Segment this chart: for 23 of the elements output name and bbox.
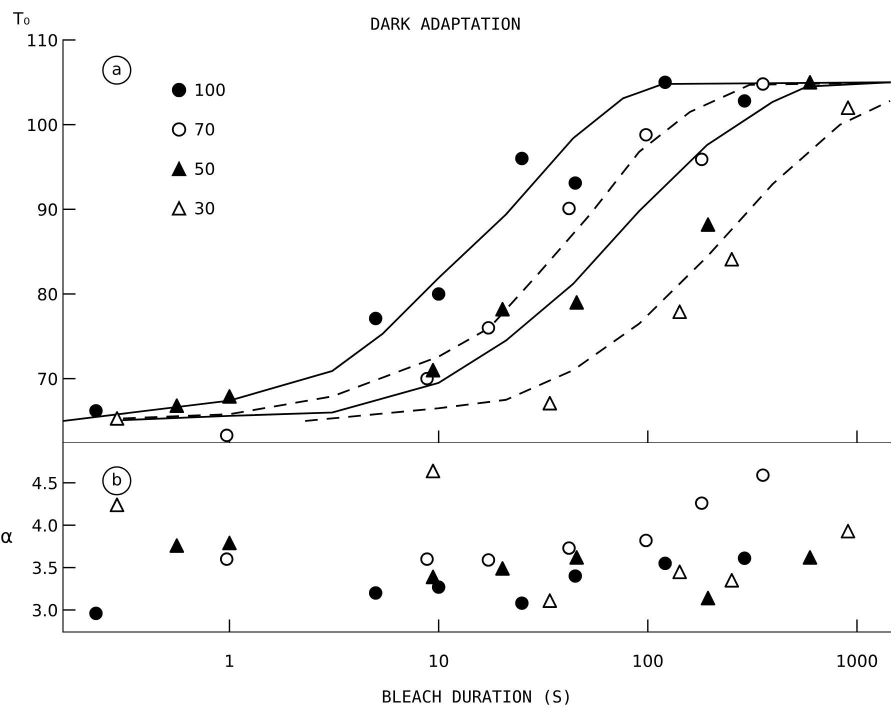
x-tick-label: 1000 [838, 654, 878, 668]
y-axis-title: T₀ [13, 12, 30, 25]
legend-label: 50 [195, 162, 214, 176]
y-tick-label: 110 [28, 34, 58, 47]
legend-label: 100 [196, 83, 225, 96]
y-tick-label: 4.5 [32, 476, 57, 490]
annotation: a [112, 65, 120, 76]
x-tick-label: 100 [634, 654, 663, 668]
legend-label: 70 [195, 122, 214, 136]
x-tick-label: 10 [430, 654, 448, 668]
annotation: b [113, 472, 122, 486]
x-tick-label: 1 [226, 654, 234, 667]
y-tick-label: 3.5 [32, 562, 57, 574]
chart-title: DARK ADAPTATION [371, 17, 520, 30]
y-axis-title: α [1, 532, 12, 544]
y-tick-label: 4.0 [32, 519, 58, 532]
x-axis-title: BLEACH DURATION (S) [382, 690, 569, 705]
legend-label: 30 [195, 202, 214, 214]
y-tick-label: 70 [38, 372, 58, 386]
y-tick-label: 80 [38, 288, 58, 301]
y-tick-label: 3.0 [32, 604, 58, 617]
y-tick-label: 90 [38, 203, 58, 216]
y-tick-label: 100 [28, 118, 58, 132]
